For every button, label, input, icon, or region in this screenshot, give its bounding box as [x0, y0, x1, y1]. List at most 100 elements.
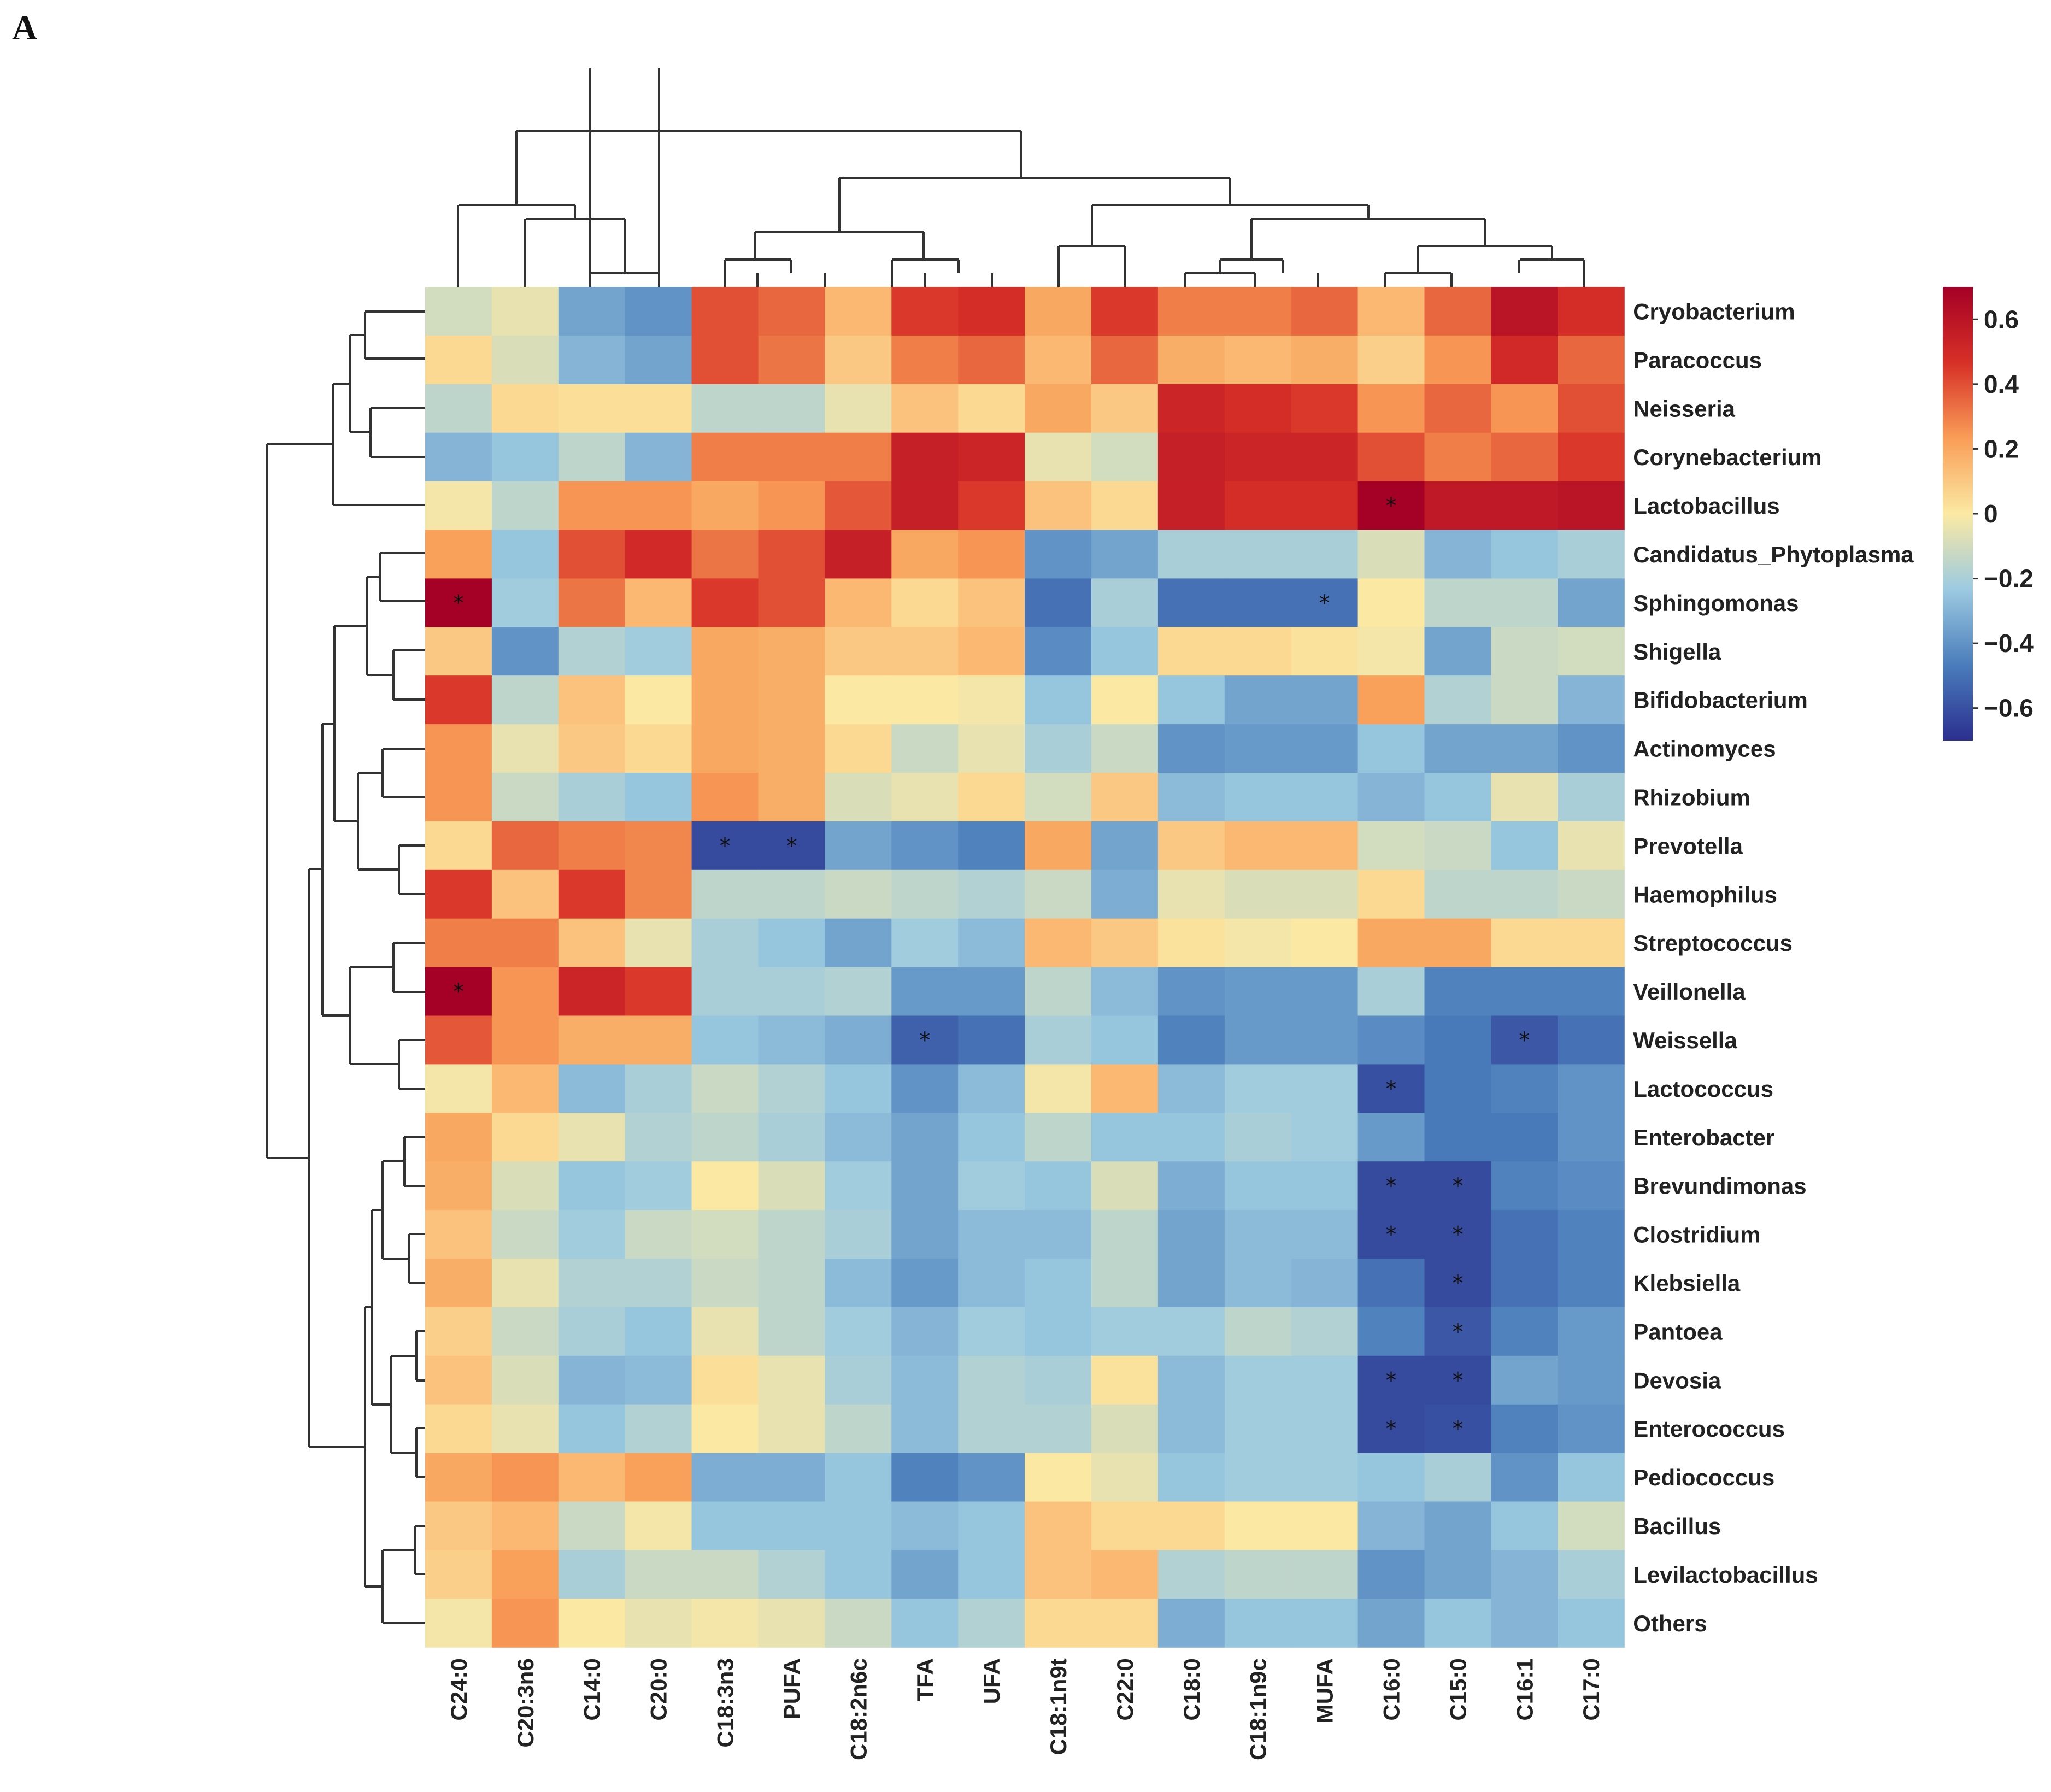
- heatmap-cell: [1357, 1453, 1425, 1502]
- heatmap-cell: [958, 918, 1025, 968]
- heatmap-cell: [1558, 1015, 1625, 1065]
- heatmap-cell: [1424, 1259, 1491, 1308]
- heatmap-cell: [758, 432, 825, 482]
- heatmap-cell: [1157, 967, 1225, 1017]
- heatmap-cell: [1025, 481, 1092, 531]
- heatmap-cell: [1025, 1307, 1092, 1356]
- heatmap-cell: [758, 821, 825, 871]
- heatmap-cell: [958, 1113, 1025, 1162]
- heatmap-cell: [625, 1210, 692, 1259]
- heatmap-cell: [1025, 675, 1092, 725]
- heatmap-cell: [1558, 869, 1625, 919]
- heatmap-cell: [758, 578, 825, 627]
- heatmap-cell: [1558, 1501, 1625, 1550]
- heatmap-cell: [425, 869, 492, 919]
- heatmap-cell: [425, 1599, 492, 1648]
- panel-label: A: [12, 8, 37, 47]
- heatmap-cell: [425, 1404, 492, 1454]
- heatmap-cell: [491, 1404, 559, 1454]
- heatmap-cell: [1491, 287, 1558, 336]
- heatmap-cell: [1357, 1259, 1425, 1308]
- heatmap-cell: [558, 287, 626, 336]
- row-label: Levilactobacillus: [1633, 1562, 1818, 1588]
- heatmap-cell: [1491, 1015, 1558, 1065]
- heatmap-cell: [1157, 384, 1225, 433]
- heatmap-cell: [1157, 675, 1225, 725]
- heatmap-cell: [1291, 1453, 1359, 1502]
- heatmap-cell: [425, 335, 492, 385]
- heatmap-cell: [1291, 918, 1359, 968]
- column-label: C18:1n9c: [1245, 1658, 1271, 1760]
- heatmap-cell: [891, 530, 959, 579]
- heatmap-cell: [625, 1404, 692, 1454]
- heatmap-cell: [425, 481, 492, 531]
- heatmap-cell: [491, 1355, 559, 1405]
- heatmap-cell: [1491, 1210, 1558, 1259]
- heatmap-cell: [1357, 481, 1425, 531]
- heatmap-cell: [1157, 773, 1225, 822]
- heatmap-cell: [1025, 918, 1092, 968]
- heatmap-cell: [1558, 1113, 1625, 1162]
- heatmap-cell: [1558, 1550, 1625, 1599]
- heatmap-cell: [1224, 1064, 1292, 1113]
- heatmap-cell: [1291, 724, 1359, 773]
- heatmap-cell: [625, 432, 692, 482]
- significance-marker: *: [1452, 1368, 1463, 1393]
- heatmap-cell: [1291, 578, 1359, 627]
- heatmap-cell: [958, 287, 1025, 336]
- heatmap-cell: [558, 1550, 626, 1599]
- heatmap-cell: [1291, 1064, 1359, 1113]
- heatmap-cell: [891, 1210, 959, 1259]
- heatmap-cell: [1558, 287, 1625, 336]
- heatmap-cell: [625, 1064, 692, 1113]
- heatmap-cell: [625, 1113, 692, 1162]
- heatmap-cell: [691, 773, 759, 822]
- column-label: MUFA: [1312, 1658, 1338, 1723]
- heatmap-cell: [558, 724, 626, 773]
- heatmap-cell: [1558, 724, 1625, 773]
- heatmap-cell: [1357, 869, 1425, 919]
- heatmap-cell: [758, 1259, 825, 1308]
- significance-marker: *: [1452, 1271, 1463, 1296]
- heatmap-cell: [1025, 530, 1092, 579]
- heatmap-cell: [1224, 1015, 1292, 1065]
- significance-marker: *: [1386, 1077, 1397, 1102]
- row-label: Streptococcus: [1633, 930, 1793, 956]
- heatmap-cell: [625, 869, 692, 919]
- heatmap-cell: [425, 1501, 492, 1550]
- heatmap-cell: [825, 578, 892, 627]
- heatmap-cell: [1025, 335, 1092, 385]
- heatmap-cell: [558, 530, 626, 579]
- heatmap-cell: [558, 773, 626, 822]
- heatmap-cell: [1357, 384, 1425, 433]
- heatmap-cell: [1091, 287, 1159, 336]
- heatmap-cell: [1091, 918, 1159, 968]
- heatmap-cell: [1224, 821, 1292, 871]
- heatmap-cell: [1091, 821, 1159, 871]
- heatmap-cell: [958, 1599, 1025, 1648]
- heatmap-cell: [625, 1599, 692, 1648]
- heatmap-cell: [1224, 1501, 1292, 1550]
- heatmap-cell: [891, 1259, 959, 1308]
- heatmap-cell: [958, 1501, 1025, 1550]
- heatmap-cell: [891, 918, 959, 968]
- heatmap-cell: [825, 1599, 892, 1648]
- heatmap-cell: [891, 1550, 959, 1599]
- heatmap-cell: [558, 1161, 626, 1211]
- heatmap-cell: [558, 1355, 626, 1405]
- heatmap-cell: [491, 1307, 559, 1356]
- heatmap-cell: [1025, 1453, 1092, 1502]
- row-label: Bacillus: [1633, 1513, 1721, 1539]
- heatmap-cell: [425, 627, 492, 676]
- row-label: Candidatus_Phytoplasma: [1633, 542, 1914, 567]
- heatmap-cell: [825, 724, 892, 773]
- heatmap-cell: [1091, 1550, 1159, 1599]
- heatmap-cells: [425, 287, 1625, 1648]
- heatmap-cell: [1291, 821, 1359, 871]
- heatmap-cell: [1491, 384, 1558, 433]
- significance-marker: *: [1452, 1319, 1463, 1344]
- heatmap-cell: [1424, 578, 1491, 627]
- heatmap-cell: [425, 918, 492, 968]
- heatmap-cell: [891, 1599, 959, 1648]
- row-label: Rhizobium: [1633, 784, 1750, 810]
